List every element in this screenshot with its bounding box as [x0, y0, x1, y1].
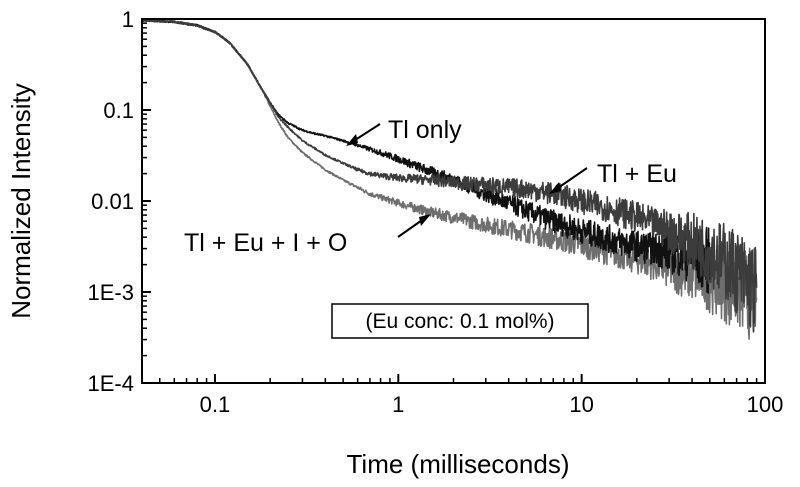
annotation-label-tl-eu-i-o: Tl + Eu + I + O [184, 229, 347, 257]
y-tick-label-1: 0.1 [103, 98, 134, 123]
series-line-tl-eu [141, 18, 758, 332]
annotation-arrow-tl-eu [554, 167, 588, 191]
annotation-arrowhead-tl-eu-i-o [419, 214, 431, 226]
x-tick-label-3: 100 [747, 392, 784, 417]
y-tick-label-4: 1E-4 [88, 371, 134, 396]
concentration-note: (Eu conc: 0.1 mol%) [331, 303, 589, 339]
y-tick-label-0: 1 [122, 7, 134, 32]
ticks-layer: 0.1 1 10 100 1 0.1 0.01 1E-3 1E-4 [88, 7, 784, 417]
concentration-note-text: (Eu conc: 0.1 mol%) [365, 310, 554, 333]
series-layer [141, 18, 758, 340]
y-axis-title: Normalized Intensity [6, 83, 36, 319]
x-tick-label-1: 1 [392, 392, 404, 417]
annotation-label-tl-only: Tl only [388, 116, 462, 144]
annotation-arrowhead-tl-eu [549, 182, 561, 194]
x-axis-title: Time (milliseconds) [347, 449, 570, 479]
annotation-tl-eu: Tl + Eu [549, 160, 677, 194]
annotation-tl-eu-i-o: Tl + Eu + I + O [184, 214, 431, 257]
x-tick-label-0: 0.1 [200, 392, 231, 417]
y-tick-label-3: 1E-3 [88, 280, 134, 305]
annotation-arrowhead-tl-only [346, 134, 358, 146]
annotation-tl-only: Tl only [346, 116, 462, 146]
x-tick-label-2: 10 [569, 392, 593, 417]
annotation-label-tl-eu: Tl + Eu [597, 160, 677, 188]
concentration-note-box [331, 303, 589, 339]
y-tick-label-2: 0.01 [91, 189, 134, 214]
